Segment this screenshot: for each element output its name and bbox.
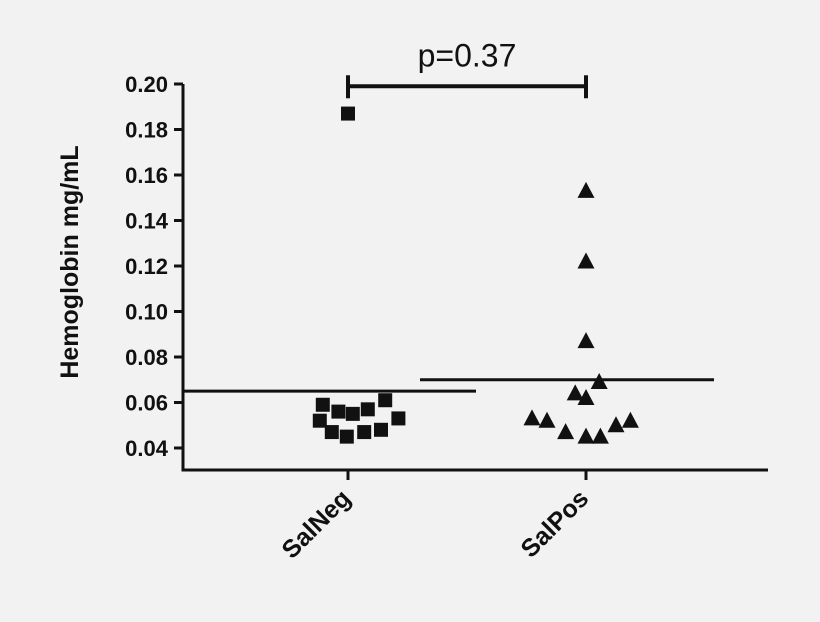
- data-points: [312, 106, 639, 444]
- y-tick-label: 0.14: [125, 209, 169, 234]
- square-marker: [345, 406, 360, 421]
- square-marker: [360, 402, 375, 417]
- square-marker: [374, 422, 388, 437]
- triangle-marker: [566, 384, 584, 401]
- axes: [181, 84, 768, 472]
- triangle-marker: [577, 252, 595, 269]
- mean-lines: [182, 378, 714, 393]
- y-tick-label: 0.10: [125, 300, 168, 325]
- triangle-marker: [557, 423, 575, 440]
- square-marker: [324, 425, 339, 440]
- y-tick-label: 0.08: [125, 345, 168, 370]
- square-marker: [357, 425, 372, 440]
- x-category-label: SalNeg: [277, 484, 357, 564]
- p-value-label: p=0.37: [418, 37, 517, 73]
- y-ticks: 0.04 0.06 0.08 0.10 0.12 0.14 0.16 0.18 0.20: [125, 72, 183, 461]
- triangle-marker: [591, 427, 609, 444]
- square-marker: [391, 411, 406, 426]
- triangle-marker: [538, 411, 556, 428]
- triangle-marker: [523, 409, 541, 426]
- square-marker: [341, 106, 355, 121]
- y-tick-label: 0.20: [125, 72, 168, 97]
- y-axis-title: Hemoglobin mg/mL: [56, 145, 84, 378]
- triangle-marker: [577, 427, 595, 444]
- x-categories: SalNeg SalPos: [277, 470, 594, 564]
- y-tick-label: 0.04: [125, 436, 169, 461]
- y-tick-label: 0.18: [125, 118, 168, 143]
- triangle-marker: [577, 332, 595, 349]
- triangle-marker: [621, 411, 639, 428]
- triangle-marker: [590, 373, 608, 390]
- y-tick-label: 0.16: [125, 163, 168, 188]
- square-marker: [378, 393, 393, 408]
- triangle-marker: [607, 416, 625, 433]
- square-marker: [331, 404, 346, 419]
- x-category-label: SalPos: [515, 484, 594, 563]
- y-tick-label: 0.06: [125, 391, 168, 416]
- significance-annotation: p=0.37: [346, 37, 588, 99]
- triangle-marker: [577, 388, 595, 405]
- square-marker: [315, 397, 330, 412]
- y-tick-label: 0.12: [125, 254, 168, 279]
- square-marker: [312, 413, 327, 428]
- triangle-marker: [577, 181, 595, 198]
- square-marker: [339, 429, 354, 444]
